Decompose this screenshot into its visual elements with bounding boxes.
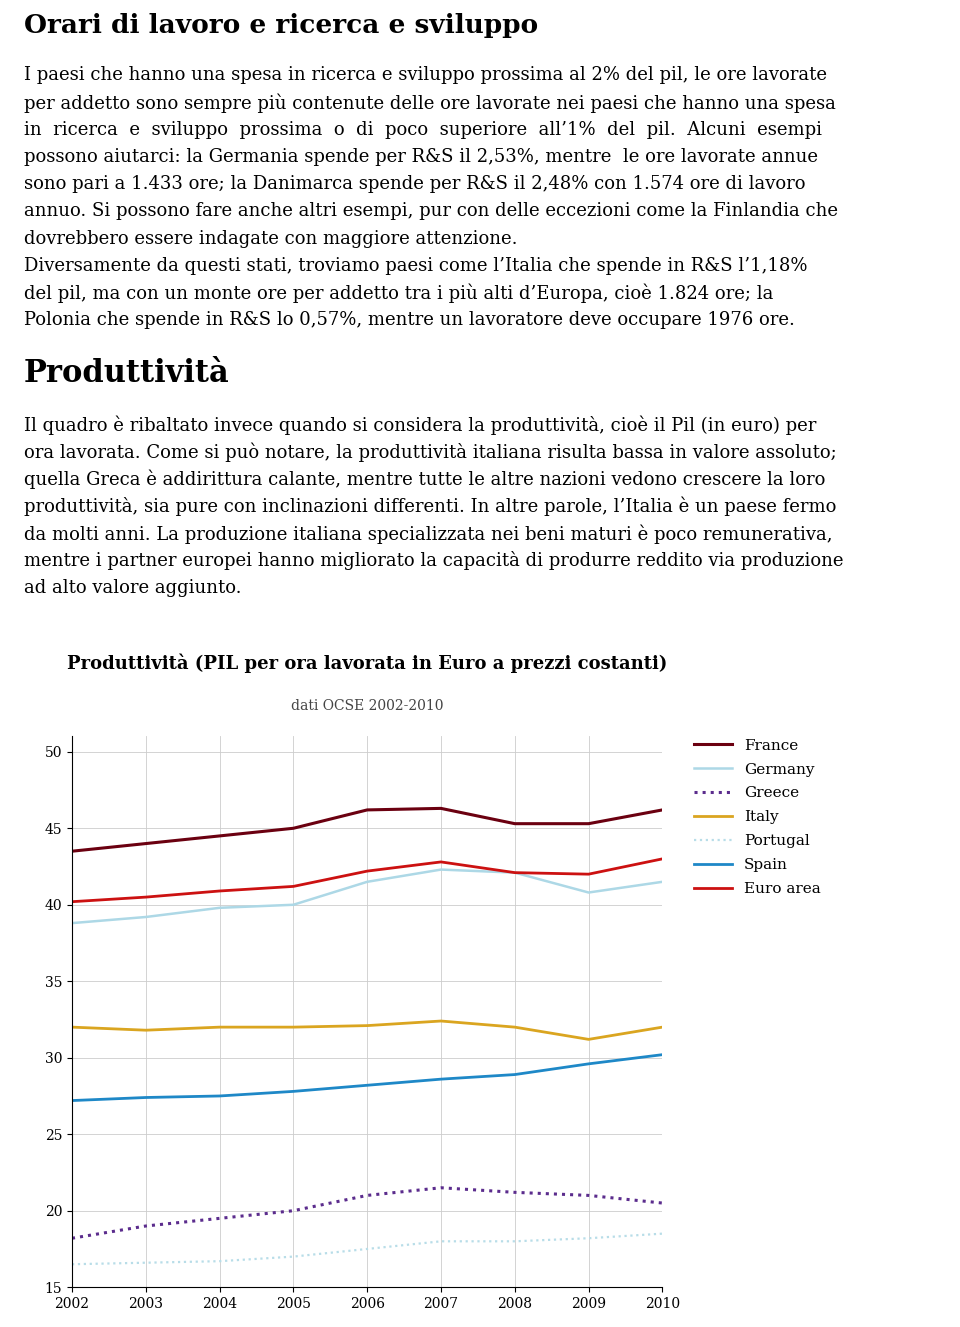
Text: Il quadro è ribaltato invece quando si considera la produttività, cioè il Pil (i: Il quadro è ribaltato invece quando si c… [24, 415, 816, 435]
Text: dovrebbero essere indagate con maggiore attenzione.: dovrebbero essere indagate con maggiore … [24, 230, 517, 248]
Text: del pil, ma con un monte ore per addetto tra i più alti d’Europa, cioè 1.824 ore: del pil, ma con un monte ore per addetto… [24, 284, 774, 304]
Legend: France, Germany, Greece, Italy, Portugal, Spain, Euro area: France, Germany, Greece, Italy, Portugal… [694, 739, 821, 896]
Text: quella Greca è addirittura calante, mentre tutte le altre nazioni vedono crescer: quella Greca è addirittura calante, ment… [24, 470, 826, 490]
Text: mentre i partner europei hanno migliorato la capacità di produrre reddito via pr: mentre i partner europei hanno migliorat… [24, 551, 844, 571]
Text: da molti anni. La produzione italiana specializzata nei beni maturi è poco remun: da molti anni. La produzione italiana sp… [24, 524, 832, 544]
Text: ad alto valore aggiunto.: ad alto valore aggiunto. [24, 579, 242, 597]
Text: annuo. Si possono fare anche altri esempi, pur con delle eccezioni come la Finla: annuo. Si possono fare anche altri esemp… [24, 202, 838, 220]
Text: Produttività: Produttività [24, 358, 229, 389]
Text: per addetto sono sempre più contenute delle ore lavorate nei paesi che hanno una: per addetto sono sempre più contenute de… [24, 93, 836, 113]
Text: I paesi che hanno una spesa in ricerca e sviluppo prossima al 2% del pil, le ore: I paesi che hanno una spesa in ricerca e… [24, 66, 827, 85]
Text: Polonia che spende in R&S lo 0,57%, mentre un lavoratore deve occupare 1976 ore.: Polonia che spende in R&S lo 0,57%, ment… [24, 311, 795, 329]
Text: in  ricerca  e  sviluppo  prossima  o  di  poco  superiore  all’1%  del  pil.  A: in ricerca e sviluppo prossima o di poco… [24, 121, 822, 139]
Text: Orari di lavoro e ricerca e sviluppo: Orari di lavoro e ricerca e sviluppo [24, 13, 539, 38]
Text: produttività, sia pure con inclinazioni differenti. In altre parole, l’Italia è : produttività, sia pure con inclinazioni … [24, 496, 836, 516]
Text: sono pari a 1.433 ore; la Danimarca spende per R&S il 2,48% con 1.574 ore di lav: sono pari a 1.433 ore; la Danimarca spen… [24, 175, 805, 194]
Text: possono aiutarci: la Germania spende per R&S il 2,53%, mentre  le ore lavorate a: possono aiutarci: la Germania spende per… [24, 147, 818, 166]
Text: dati OCSE 2002-2010: dati OCSE 2002-2010 [291, 698, 444, 713]
Text: ora lavorata. Come si può notare, la produttività italiana risulta bassa in valo: ora lavorata. Come si può notare, la pro… [24, 442, 837, 462]
Text: Diversamente da questi stati, troviamo paesi come l’Italia che spende in R&S l’1: Diversamente da questi stati, troviamo p… [24, 256, 807, 275]
Text: Produttività (PIL per ora lavorata in Euro a prezzi costanti): Produttività (PIL per ora lavorata in Eu… [67, 653, 667, 673]
